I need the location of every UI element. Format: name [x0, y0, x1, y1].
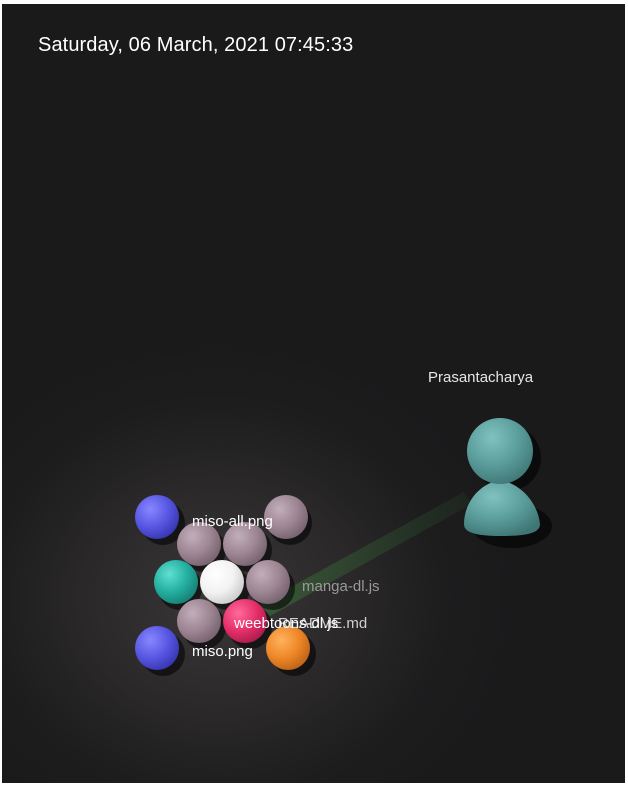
- user-avatar-icon[interactable]: [464, 418, 540, 536]
- date-time-display: Saturday, 06 March, 2021 07:45:33: [38, 34, 354, 56]
- file-node[interactable]: [154, 560, 198, 604]
- file-label-weebtoons-dl: weebtoons-dl.js: [233, 615, 338, 632]
- file-node-miso-all[interactable]: [135, 495, 179, 539]
- directory-node[interactable]: [200, 560, 244, 604]
- file-node[interactable]: [177, 522, 221, 566]
- file-node[interactable]: [264, 495, 308, 539]
- file-label-miso: miso.png: [192, 643, 253, 660]
- gource-visualization: Saturday, 06 March, 2021 07:45:33: [2, 4, 625, 783]
- file-label-miso-all: miso-all.png: [192, 513, 273, 530]
- file-node[interactable]: [223, 522, 267, 566]
- scene-canvas: Prasantacharya miso-all.png manga-dl.js …: [135, 369, 552, 676]
- file-node-miso[interactable]: [135, 626, 179, 670]
- file-node-manga-dl[interactable]: [246, 560, 290, 604]
- action-beam: [260, 492, 472, 616]
- file-node-readme[interactable]: [223, 599, 267, 643]
- file-node[interactable]: [177, 599, 221, 643]
- user-name-label: Prasantacharya: [428, 369, 534, 386]
- file-label-manga-dl: manga-dl.js: [302, 578, 380, 595]
- file-node-weebtoons-dl[interactable]: [266, 626, 310, 670]
- file-label-readme: README.md: [278, 615, 367, 632]
